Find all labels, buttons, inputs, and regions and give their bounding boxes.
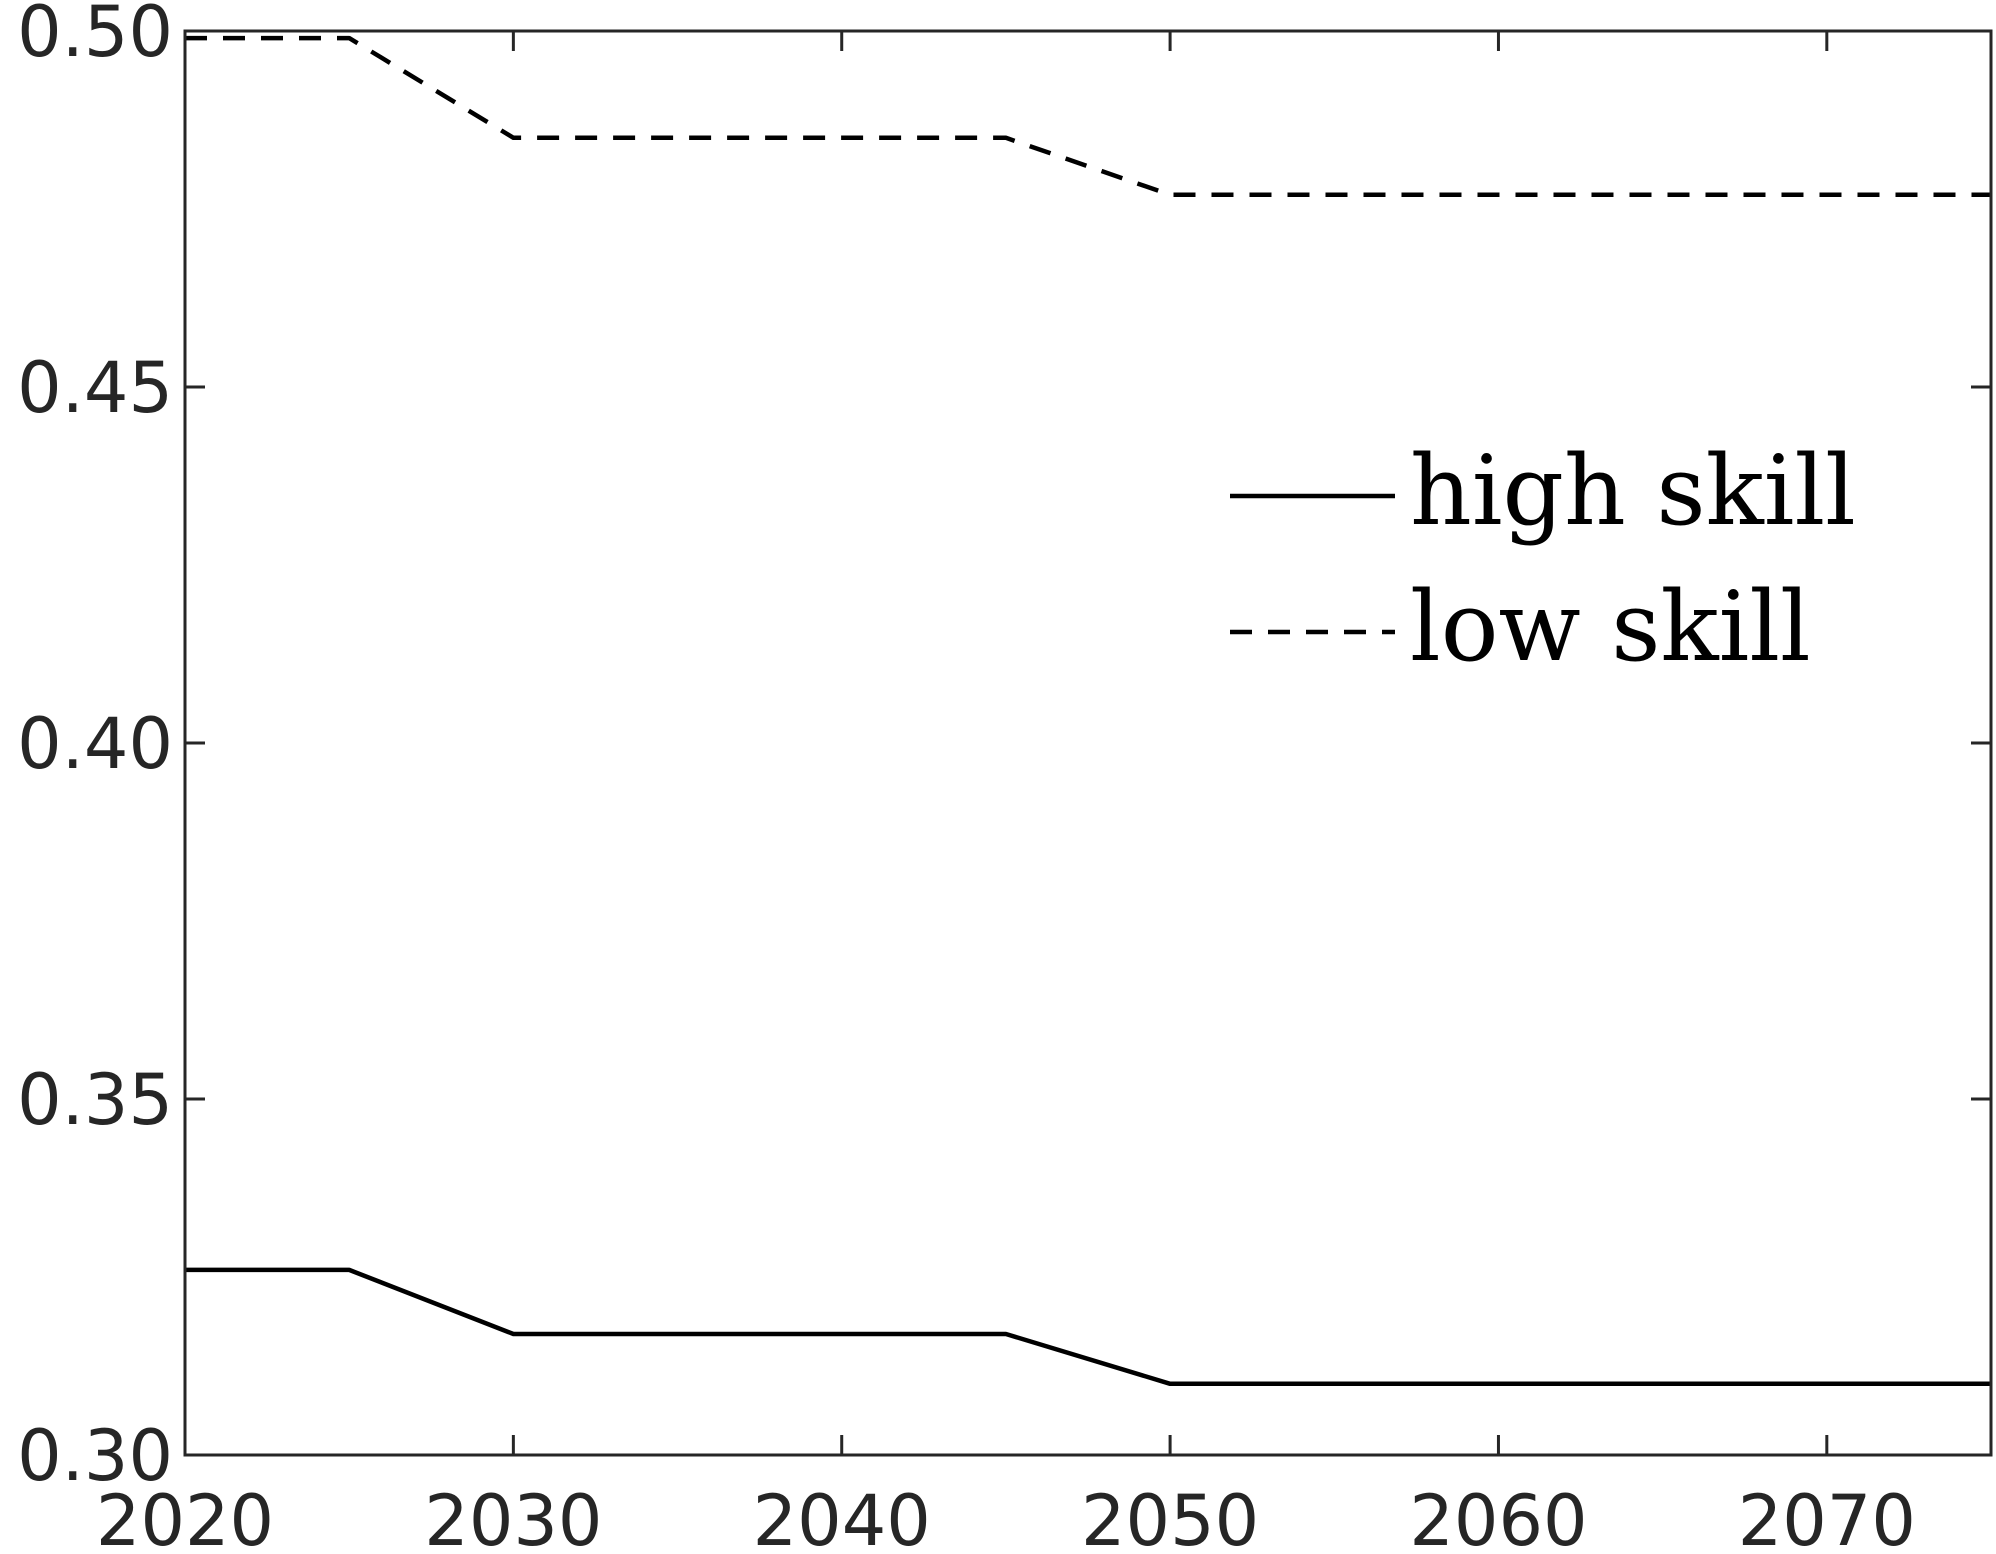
y-tick-label: 0.40 bbox=[17, 703, 173, 785]
axes-box bbox=[183, 29, 1993, 1457]
x-tick-label: 2060 bbox=[1409, 1480, 1587, 1554]
y-tick-label: 0.50 bbox=[17, 0, 173, 73]
series-line-high-skill bbox=[185, 1267, 1991, 1387]
y-tick-label: 0.35 bbox=[17, 1059, 173, 1141]
legend: high skill low skill bbox=[1230, 435, 1856, 683]
x-tick-label: 2050 bbox=[1081, 1480, 1259, 1554]
plot-area bbox=[185, 31, 1991, 1455]
y-tick-label: 0.30 bbox=[17, 1415, 173, 1497]
x-tick-label: 2040 bbox=[753, 1480, 931, 1554]
legend-label-low-skill: low skill bbox=[1410, 571, 1811, 683]
legend-label-high-skill: high skill bbox=[1410, 435, 1856, 547]
series-line-low-skill bbox=[185, 35, 1991, 198]
series-layer bbox=[185, 35, 1991, 1387]
x-tick-label: 2070 bbox=[1738, 1480, 1916, 1554]
x-tick-label: 2020 bbox=[96, 1480, 274, 1554]
x-tick-label: 2030 bbox=[424, 1480, 602, 1554]
y-tick-label: 0.45 bbox=[17, 347, 173, 429]
tick-layer: 2020 2030 2040 2050 2060 2070 0.30 0.35 0.40 0.45… bbox=[17, 0, 1991, 1554]
